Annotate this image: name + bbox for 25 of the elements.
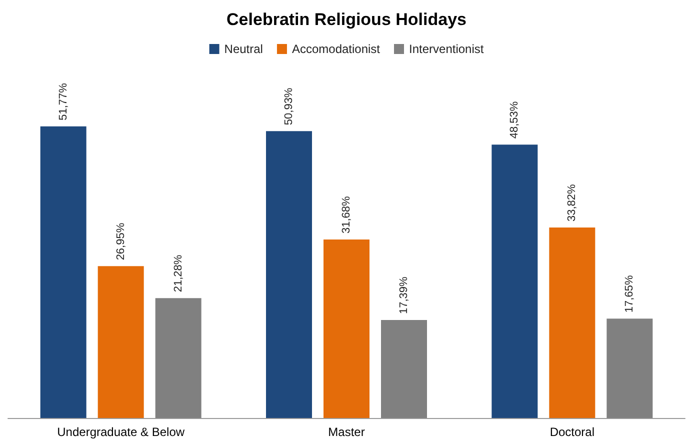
data-label: 51,77% <box>57 82 70 120</box>
bar <box>155 298 202 418</box>
bar <box>266 131 312 418</box>
bar <box>606 318 653 418</box>
bar <box>98 266 144 418</box>
x-tick-label: Doctoral <box>550 425 595 439</box>
legend-label: Interventionist <box>409 42 484 56</box>
chart-title: Celebratin Religious Holidays <box>226 10 466 29</box>
bar <box>40 126 86 418</box>
x-tick-label: Master <box>328 425 365 439</box>
x-tick-label: Undergraduate & Below <box>57 425 185 439</box>
data-label: 17,39% <box>398 276 410 314</box>
data-label: 17,65% <box>624 275 636 313</box>
bar <box>492 144 538 418</box>
data-label: 26,95% <box>114 222 127 260</box>
data-label: 48,53% <box>508 101 521 139</box>
bar <box>549 227 596 418</box>
data-label: 33,82% <box>566 184 578 222</box>
data-label: 21,28% <box>172 254 184 292</box>
data-label: 50,93% <box>283 88 295 126</box>
data-label: 31,68% <box>340 196 352 234</box>
legend-label: Neutral <box>224 42 263 56</box>
bar <box>381 320 427 418</box>
legend-label: Accomodationist <box>292 42 381 56</box>
bar <box>324 240 370 418</box>
